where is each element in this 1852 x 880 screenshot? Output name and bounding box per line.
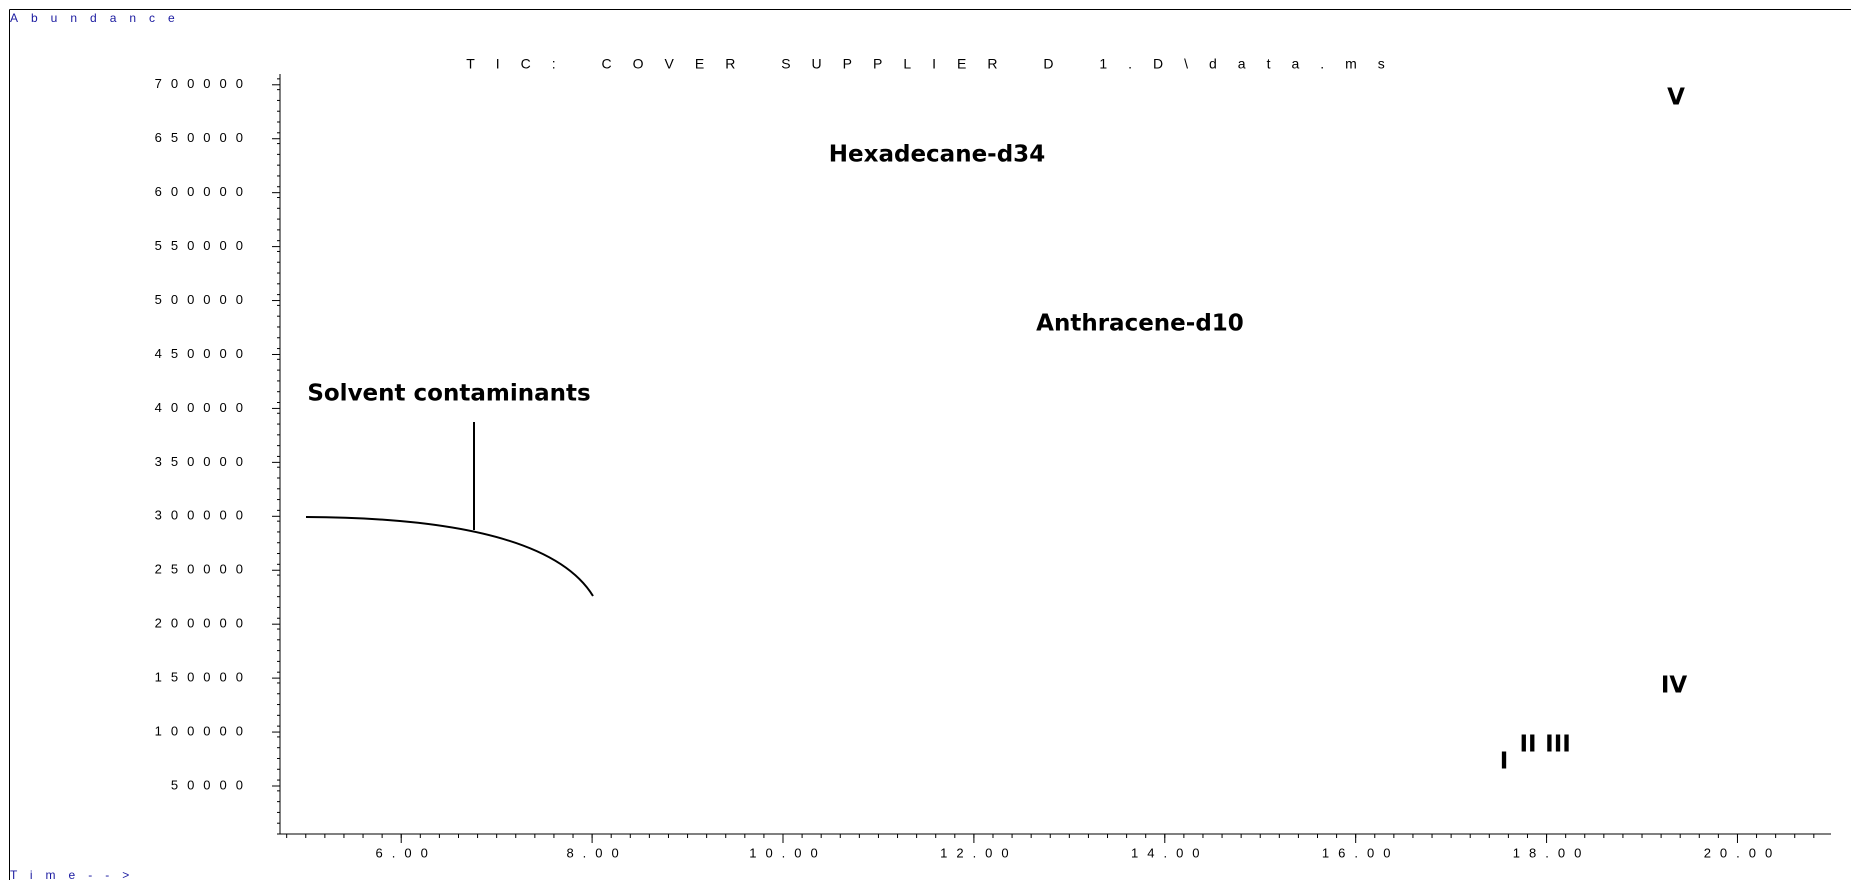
y-tick-label: 600000: [155, 184, 252, 199]
y-tick-label: 550000: [155, 238, 252, 253]
y-tick-label: 350000: [155, 454, 252, 469]
y-tick-label: 150000: [155, 670, 252, 685]
x-tick-label: 18.00: [1513, 845, 1591, 860]
annotation: II: [1519, 732, 1536, 758]
y-tick-label: 100000: [155, 723, 252, 738]
y-tick-label: 700000: [155, 76, 252, 91]
bracket-curve: [305, 516, 594, 597]
y-tick-label: 500000: [155, 292, 252, 307]
x-tick-label: 16.00: [1322, 845, 1400, 860]
annotation: Anthracene-d10: [1036, 311, 1244, 337]
y-tick-label: 300000: [155, 508, 252, 523]
x-axis-label: Time-->: [10, 868, 142, 880]
x-tick-label: 10.00: [749, 845, 827, 860]
x-tick-label: 20.00: [1704, 845, 1782, 860]
x-tick-label: 12.00: [940, 845, 1018, 860]
annotation: Hexadecane-d34: [829, 142, 1045, 168]
y-axis-label: Abundance: [10, 11, 188, 25]
x-tick-label: 6.00: [376, 845, 437, 860]
annotation: I: [1500, 749, 1509, 775]
y-tick-label: 400000: [155, 400, 252, 415]
annotation: V: [1667, 85, 1685, 111]
y-tick-label: 50000: [171, 777, 252, 792]
x-tick-label: 8.00: [566, 845, 627, 860]
y-tick-label: 450000: [155, 346, 252, 361]
y-tick-label: 250000: [155, 562, 252, 577]
annotation: Solvent contaminants: [307, 381, 590, 407]
y-tick-label: 650000: [155, 130, 252, 145]
annotation: III: [1545, 732, 1571, 758]
annotation: IV: [1661, 673, 1688, 699]
x-tick-label: 14.00: [1131, 845, 1209, 860]
y-tick-label: 200000: [155, 616, 252, 631]
chart-title: TIC: COVER SUPPLIER D 1.D\data.ms: [466, 56, 1406, 72]
